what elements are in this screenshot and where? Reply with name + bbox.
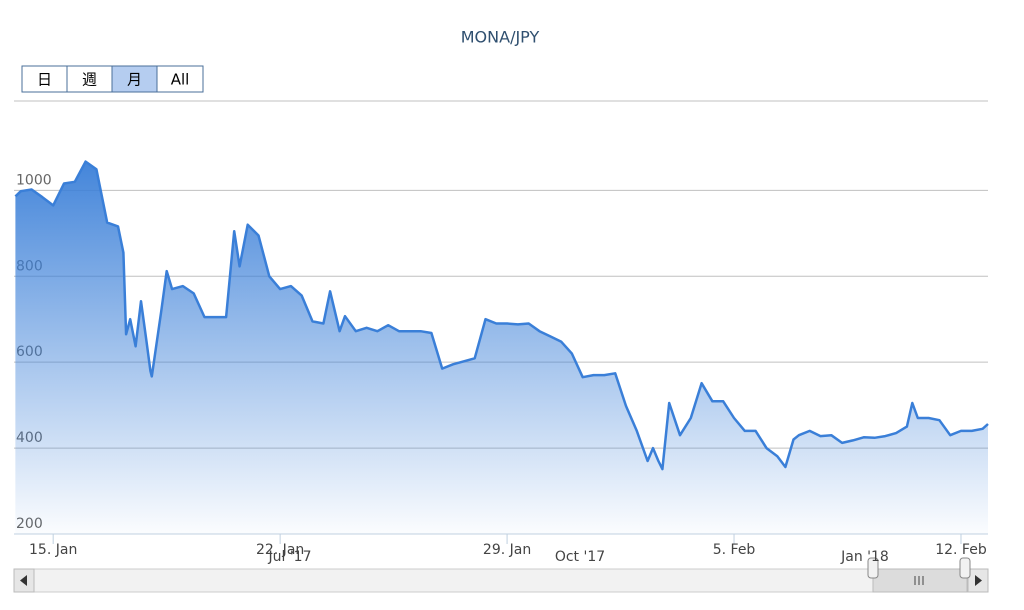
navigator-label: Oct '17	[555, 549, 605, 565]
button-box	[66, 65, 113, 93]
x-tick-label: 5. Feb	[713, 542, 756, 558]
range-button[interactable]: All	[156, 65, 204, 93]
x-tick-label: 12. Feb	[935, 542, 987, 558]
scroll-thumb[interactable]	[872, 568, 968, 593]
arrow-right	[975, 575, 982, 586]
range-button[interactable]: 日	[21, 65, 68, 93]
button-label: 日	[37, 71, 52, 89]
scrollbar-track	[13, 568, 989, 593]
button-box	[111, 65, 158, 93]
button-label: 月	[127, 71, 142, 89]
navigator-label: Jul '17	[267, 549, 311, 565]
button-label: All	[171, 71, 190, 89]
navigator: Jul '17 Oct '17 Jan '18	[13, 549, 989, 593]
nav-handle-right[interactable]	[959, 557, 971, 579]
chart-title: MONA/JPY	[461, 28, 540, 47]
range-button[interactable]: 月	[111, 65, 158, 93]
button-box	[21, 65, 68, 93]
thumb-grip	[914, 576, 924, 585]
arrow-left	[20, 575, 27, 586]
button-label: 週	[82, 71, 97, 89]
range-button[interactable]: 週	[66, 65, 113, 93]
y-tick-label: 1000	[16, 172, 52, 188]
price-line	[14, 160, 989, 471]
x-tick-label: 15. Jan	[29, 542, 77, 558]
button-box	[156, 65, 204, 93]
range-selector: 日 週 月 All	[21, 65, 204, 93]
x-tick-label: 22. Jan	[256, 542, 304, 558]
x-tick-label: 29. Jan	[483, 542, 531, 558]
navigator-label: Jan '18	[840, 549, 889, 565]
nav-handle-left[interactable]	[867, 557, 879, 579]
area-fill	[15, 161, 989, 534]
